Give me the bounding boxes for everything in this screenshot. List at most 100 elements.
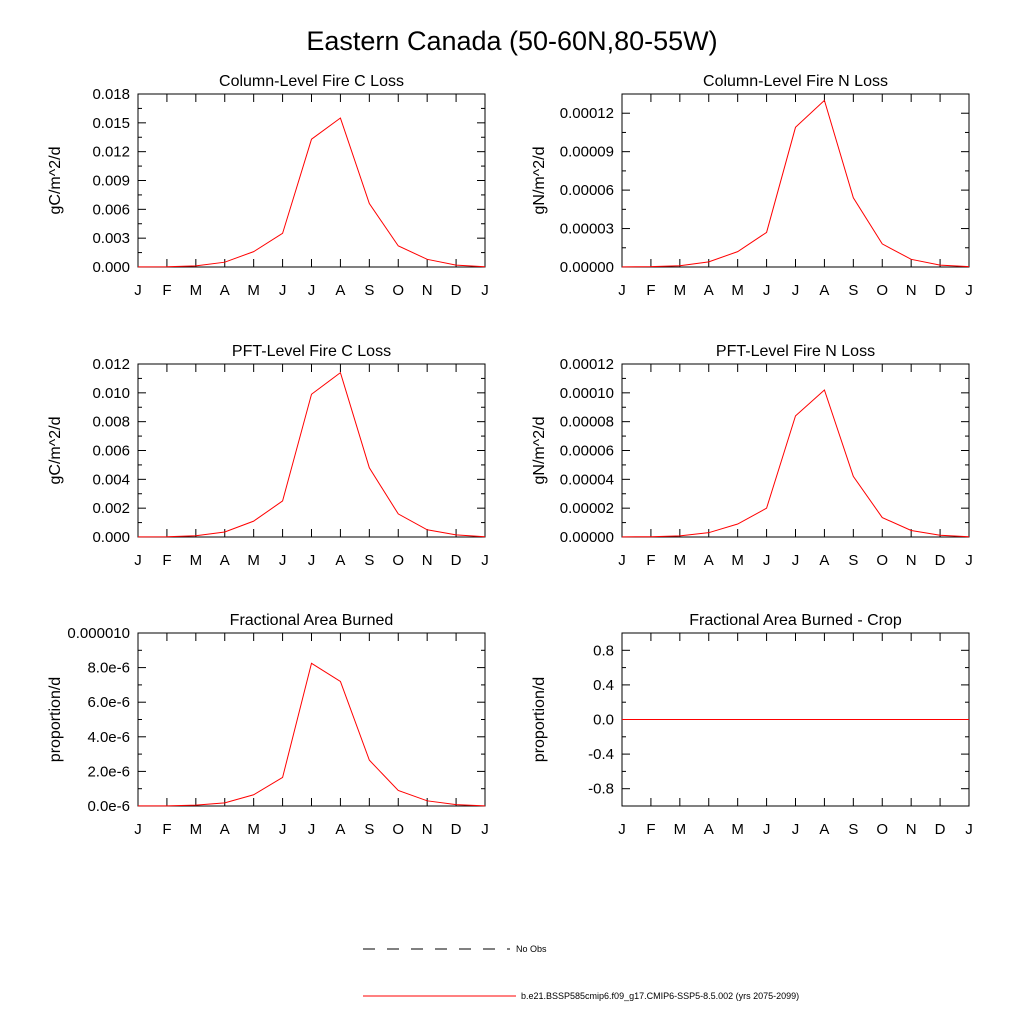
panel-2-xtick-label: M (731, 282, 744, 299)
panel-2-xtick-label: J (965, 282, 973, 299)
panel-1-xtick-label: N (422, 282, 433, 299)
panel-4-ytick-label: 0.00000 (560, 529, 614, 546)
panel-6-xtick-label: J (965, 821, 973, 838)
panel-3-xtick-label: D (451, 552, 462, 569)
panel-1-ytick-label: 0.015 (92, 115, 130, 132)
panel-5-ytick-label: 8.0e-6 (87, 660, 130, 677)
panel-3-xtick-label: O (392, 552, 404, 569)
panel-4-xtick-label: M (674, 552, 687, 569)
panel-4-xtick-label: M (731, 552, 744, 569)
panel-6-xtick-label: A (819, 821, 829, 838)
panel-5-ylabel: proportion/d (47, 677, 64, 762)
panel-3-xtick-label: M (247, 552, 260, 569)
panel-3-ytick-label: 0.000 (92, 529, 130, 546)
panel-5-xtick-label: S (364, 821, 374, 838)
panel-1-xtick-label: A (335, 282, 345, 299)
panel-6-xtick-label: J (763, 821, 771, 838)
panel-6-xtick-label: F (646, 821, 655, 838)
panel-4-xtick-label: S (848, 552, 858, 569)
panel-4-xtick-label: A (819, 552, 829, 569)
panel-6-ytick-label: 0.8 (593, 642, 614, 659)
panel-6-ytick-label: 0.4 (593, 677, 614, 694)
panel-2-xtick-label: J (792, 282, 800, 299)
panel-2-xtick-label: S (848, 282, 858, 299)
panel-3-xtick-label: J (308, 552, 316, 569)
panel-5-xtick-label: A (335, 821, 345, 838)
panel-5-xtick-label: M (247, 821, 260, 838)
panel-1-title: Column-Level Fire C Loss (219, 73, 404, 90)
panel-3-ytick-label: 0.012 (92, 356, 130, 373)
panel-5-xtick-label: J (308, 821, 316, 838)
panel-4-ytick-label: 0.00012 (560, 356, 614, 373)
panel-3-xtick-label: A (220, 552, 230, 569)
panel-3-xtick-label: N (422, 552, 433, 569)
panel-6-title: Fractional Area Burned - Crop (689, 612, 902, 629)
panel-1-xtick-label: J (481, 282, 489, 299)
panel-3-xtick-label: S (364, 552, 374, 569)
panel-1-ytick-label: 0.006 (92, 201, 130, 218)
panel-6-xtick-label: N (906, 821, 917, 838)
panel-2-xtick-label: A (819, 282, 829, 299)
panel-4-xtick-label: J (792, 552, 800, 569)
panel-2-xtick-label: D (935, 282, 946, 299)
panel-2-xtick-label: J (763, 282, 771, 299)
panel-2-xtick-label: F (646, 282, 655, 299)
panel-5-xtick-label: O (392, 821, 404, 838)
panel-2-xtick-label: M (674, 282, 687, 299)
panel-3-ytick-label: 0.008 (92, 414, 130, 431)
panel-4-xtick-label: A (704, 552, 714, 569)
panel-6-ylabel: proportion/d (531, 677, 548, 762)
panel-5-title: Fractional Area Burned (230, 612, 394, 629)
panel-1-xtick-label: S (364, 282, 374, 299)
panel-4-xtick-label: J (763, 552, 771, 569)
panel-5-ytick-label: 0.0e-6 (87, 798, 130, 815)
panel-6-ytick-label: -0.4 (588, 746, 614, 763)
panel-2-series-line (621, 99, 970, 268)
panel-1-series-line (137, 117, 486, 268)
panel-5-xtick-label: J (134, 821, 142, 838)
panel-3-ytick-label: 0.002 (92, 500, 130, 517)
panel-2-xtick-label: N (906, 282, 917, 299)
legend-entry-obs: No Obs (363, 944, 547, 954)
panel-6-ytick-label: -0.8 (588, 781, 614, 798)
panel-5-ytick-label: 0.000010 (67, 625, 130, 642)
figure-title: Eastern Canada (50-60N,80-55W) (306, 26, 717, 56)
panel-4-xtick-label: D (935, 552, 946, 569)
panel-1-xtick-label: D (451, 282, 462, 299)
panel-2-ylabel: gN/m^2/d (531, 147, 548, 215)
panel-5-series-line (137, 662, 486, 807)
panel-1-ytick-label: 0.003 (92, 230, 130, 247)
panel-2-title: Column-Level Fire N Loss (703, 73, 888, 90)
panel-2-xtick-label: J (618, 282, 626, 299)
panel-4-xtick-label: N (906, 552, 917, 569)
panel-4-title: PFT-Level Fire N Loss (716, 343, 875, 360)
panel-3-xtick-label: J (134, 552, 142, 569)
panel-4-ytick-label: 0.00004 (560, 471, 614, 488)
panel-2-ytick-label: 0.00000 (560, 259, 614, 276)
panel-6-xtick-label: J (618, 821, 626, 838)
panel-4-xtick-label: O (876, 552, 888, 569)
panel-1-xtick-label: J (308, 282, 316, 299)
panel-5-ytick-label: 2.0e-6 (87, 763, 130, 780)
panel-1-xtick-label: J (134, 282, 142, 299)
panel-2-frame (621, 93, 970, 268)
panel-2-xtick-label: A (704, 282, 714, 299)
legend-obs-label: No Obs (516, 944, 547, 954)
panel-6-xtick-label: S (848, 821, 858, 838)
panel-3-ytick-label: 0.004 (92, 471, 130, 488)
panel-1-ytick-label: 0.018 (92, 86, 130, 103)
panel-3-xtick-label: M (190, 552, 203, 569)
panel-3-series-line (137, 371, 486, 538)
panel-3-ylabel: gC/m^2/d (47, 417, 64, 485)
panel-1-xtick-label: M (247, 282, 260, 299)
panel-4-ytick-label: 0.00006 (560, 443, 614, 460)
panel-1-xtick-label: O (392, 282, 404, 299)
panel-1-ytick-label: 0.009 (92, 173, 130, 190)
panel-5-xtick-label: J (279, 821, 287, 838)
panel-4-xtick-label: F (646, 552, 655, 569)
panel-1-xtick-label: J (279, 282, 287, 299)
